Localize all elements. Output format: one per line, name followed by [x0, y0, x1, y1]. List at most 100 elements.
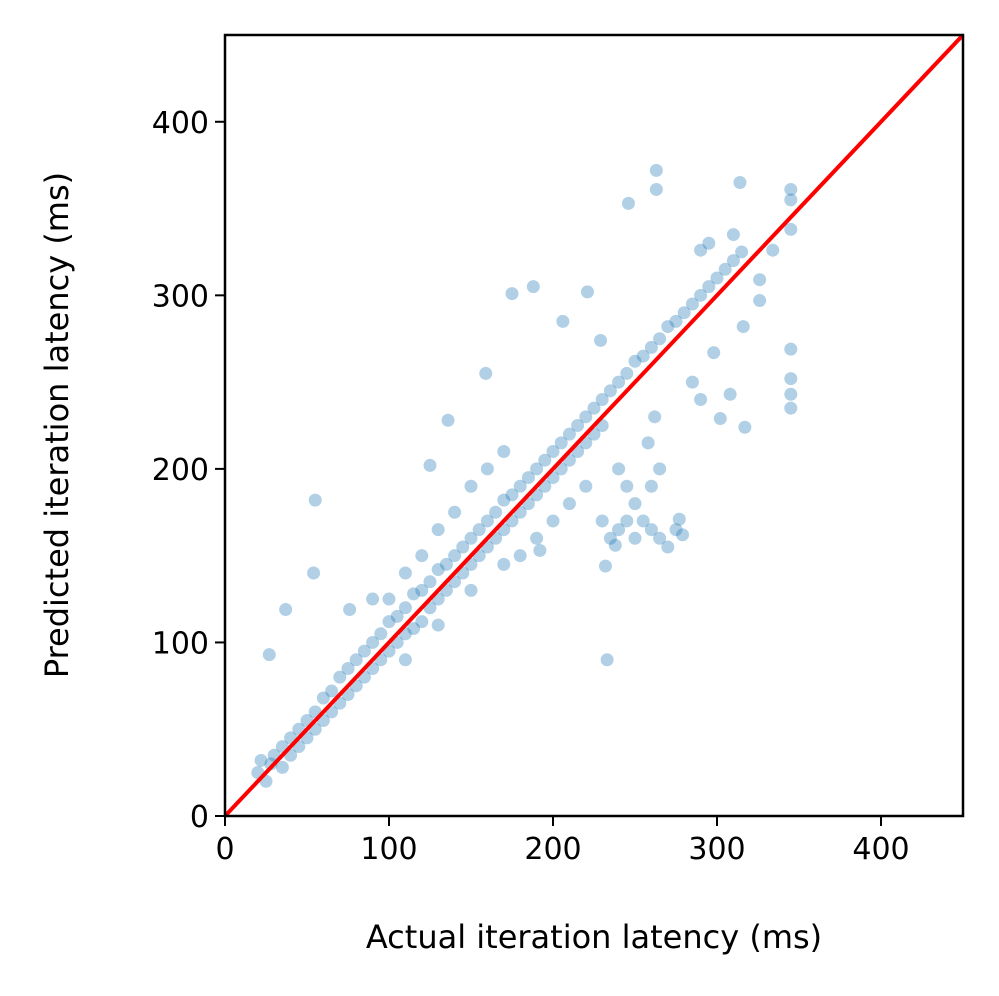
data-point — [620, 366, 634, 380]
data-point — [554, 436, 568, 450]
data-point — [407, 622, 421, 636]
x-tick-label: 0 — [215, 832, 234, 867]
data-point — [649, 182, 663, 196]
data-point — [653, 462, 667, 476]
data-point — [479, 366, 493, 380]
data-point — [423, 575, 437, 589]
data-point — [431, 563, 445, 577]
data-point — [677, 306, 691, 320]
data-point — [275, 760, 289, 774]
data-point — [349, 653, 363, 667]
data-point — [579, 479, 593, 493]
data-point — [254, 753, 268, 767]
data-point — [710, 271, 724, 285]
y-axis-ticks: 0 100 200 300 400 — [152, 106, 225, 835]
data-point — [431, 523, 445, 537]
data-point — [621, 196, 635, 210]
x-tick-label: 400 — [852, 832, 909, 867]
data-point — [669, 523, 683, 537]
data-point — [600, 653, 614, 667]
x-axis-ticks: 0 100 200 300 400 — [215, 816, 910, 867]
data-point — [533, 543, 547, 557]
data-point — [661, 320, 675, 334]
data-point — [685, 297, 699, 311]
data-point — [726, 254, 740, 268]
data-point — [382, 592, 396, 606]
data-point — [595, 514, 609, 528]
y-axis-label: Predicted iteration latency (ms) — [38, 172, 76, 678]
data-point — [505, 488, 519, 502]
data-point — [264, 757, 278, 771]
y-tick-label: 200 — [152, 453, 209, 488]
data-point — [628, 531, 642, 545]
data-point — [530, 531, 544, 545]
data-point — [694, 243, 708, 257]
data-point — [784, 182, 798, 196]
y-tick-label: 300 — [152, 279, 209, 314]
data-point — [513, 549, 527, 563]
data-point — [480, 462, 494, 476]
data-point — [497, 557, 511, 571]
reference-line-y-equals-x — [223, 33, 965, 818]
data-point — [612, 462, 626, 476]
data-point — [784, 401, 798, 415]
data-point — [464, 583, 478, 597]
data-point — [672, 512, 686, 526]
data-points — [251, 163, 798, 788]
data-point — [374, 627, 388, 641]
data-point — [439, 557, 453, 571]
data-point — [464, 479, 478, 493]
data-point — [343, 602, 357, 616]
data-point — [644, 523, 658, 537]
data-point — [784, 387, 798, 401]
data-point — [612, 375, 626, 389]
data-point — [472, 523, 486, 537]
data-point — [448, 549, 462, 563]
plot-frame — [223, 33, 965, 818]
data-point — [341, 661, 355, 675]
data-point — [628, 497, 642, 511]
data-point — [669, 314, 683, 328]
y-tick-label: 400 — [152, 106, 209, 141]
x-tick-label: 100 — [360, 832, 417, 867]
data-point — [526, 280, 540, 294]
data-point — [620, 514, 634, 528]
data-point — [398, 601, 412, 615]
data-point — [753, 294, 767, 308]
y-tick-label: 0 — [190, 800, 209, 835]
data-point — [333, 670, 347, 684]
data-point — [279, 602, 293, 616]
data-point — [316, 691, 330, 705]
data-point — [620, 479, 634, 493]
data-point — [685, 375, 699, 389]
data-point — [530, 462, 544, 476]
data-point — [641, 436, 655, 450]
data-point — [513, 479, 527, 493]
data-point — [603, 531, 617, 545]
data-point — [307, 566, 321, 580]
data-point — [480, 514, 494, 528]
data-point — [357, 644, 371, 658]
data-point — [489, 505, 503, 519]
data-point — [415, 615, 429, 629]
data-point — [628, 354, 642, 368]
data-point — [648, 410, 662, 424]
data-point — [595, 392, 609, 406]
data-point — [580, 285, 594, 299]
data-point — [398, 566, 412, 580]
data-point — [415, 549, 429, 563]
data-point — [784, 222, 798, 236]
data-point — [497, 493, 511, 507]
data-point — [505, 287, 519, 301]
data-point — [644, 479, 658, 493]
data-point — [562, 497, 576, 511]
data-point — [644, 340, 658, 354]
data-point — [713, 412, 727, 426]
data-point — [649, 163, 663, 177]
data-point — [325, 684, 339, 698]
data-point — [415, 583, 429, 597]
data-point — [456, 540, 470, 554]
data-point — [726, 228, 740, 242]
data-point — [736, 320, 750, 334]
